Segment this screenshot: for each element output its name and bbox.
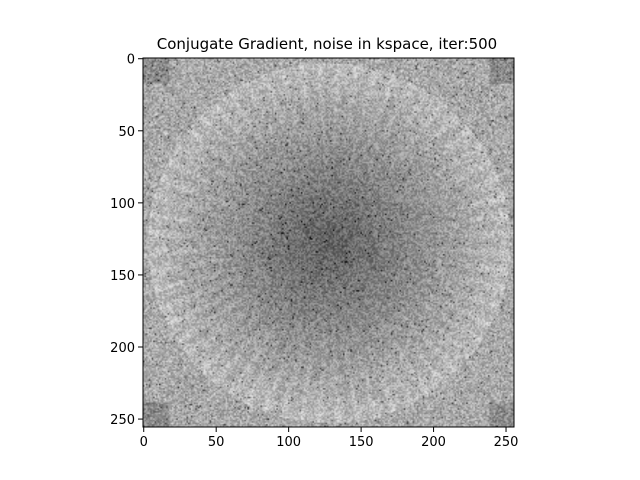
plot-frame [142,57,515,428]
y-tick-label: 150 [110,269,135,284]
heatmap-image [143,58,514,427]
y-axis: 0 50 100 150 200 250 [110,53,143,428]
x-tick-label: 100 [276,435,301,450]
y-tick-label: 100 [110,197,135,212]
x-axis: 0 50 100 150 200 250 [140,427,519,450]
x-tick-label: 0 [140,435,148,450]
x-tick-label: 150 [349,435,374,450]
chart-title: Conjugate Gradient, noise in kspace, ite… [157,35,497,53]
y-tick-label: 250 [110,413,135,428]
y-tick-label: 50 [118,125,135,140]
y-tick-label: 0 [127,53,135,68]
x-tick-label: 50 [208,435,225,450]
x-tick-label: 200 [421,435,446,450]
x-tick-label: 250 [494,435,519,450]
y-tick-label: 200 [110,341,135,356]
